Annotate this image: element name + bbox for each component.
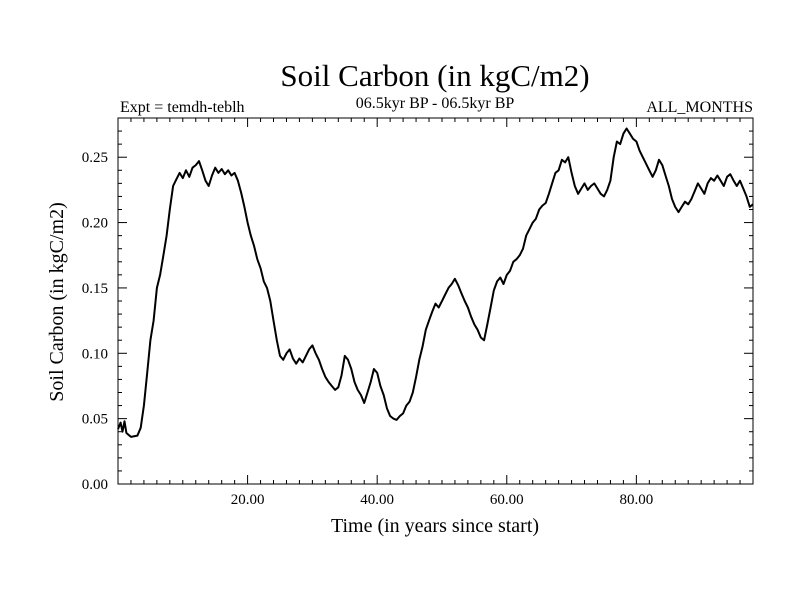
chart-title: Soil Carbon (in kgC/m2) [280, 58, 589, 93]
x-tick-label: 60.00 [490, 492, 524, 508]
x-axis-label: Time (in years since start) [331, 515, 539, 537]
chart-subtitle-center: 06.5kyr BP - 06.5kyr BP [356, 95, 515, 112]
plot-area: 20.00 40.00 60.00 80.00 0.00 0.05 0.10 0.15 0.20… [82, 117, 754, 508]
x-tick-label: 20.00 [231, 492, 265, 508]
x-tick-label: 40.00 [360, 492, 394, 508]
y-axis-label: Soil Carbon (in kgC/m2) [46, 202, 68, 401]
y-tick-label: 0.10 [82, 346, 108, 362]
y-tick-label: 0.20 [82, 216, 108, 232]
y-tick-label: 0.15 [82, 281, 108, 297]
chart-subtitle-right: ALL_MONTHS [646, 99, 753, 116]
y-tick-label: 0.25 [82, 150, 108, 166]
y-tick-label: 0.05 [82, 412, 108, 428]
x-tick-label: 80.00 [619, 492, 653, 508]
series-line [117, 127, 754, 438]
chart-subtitle-left: Expt = temdh-teblh [120, 99, 245, 116]
y-tick-label: 0.00 [82, 477, 108, 493]
